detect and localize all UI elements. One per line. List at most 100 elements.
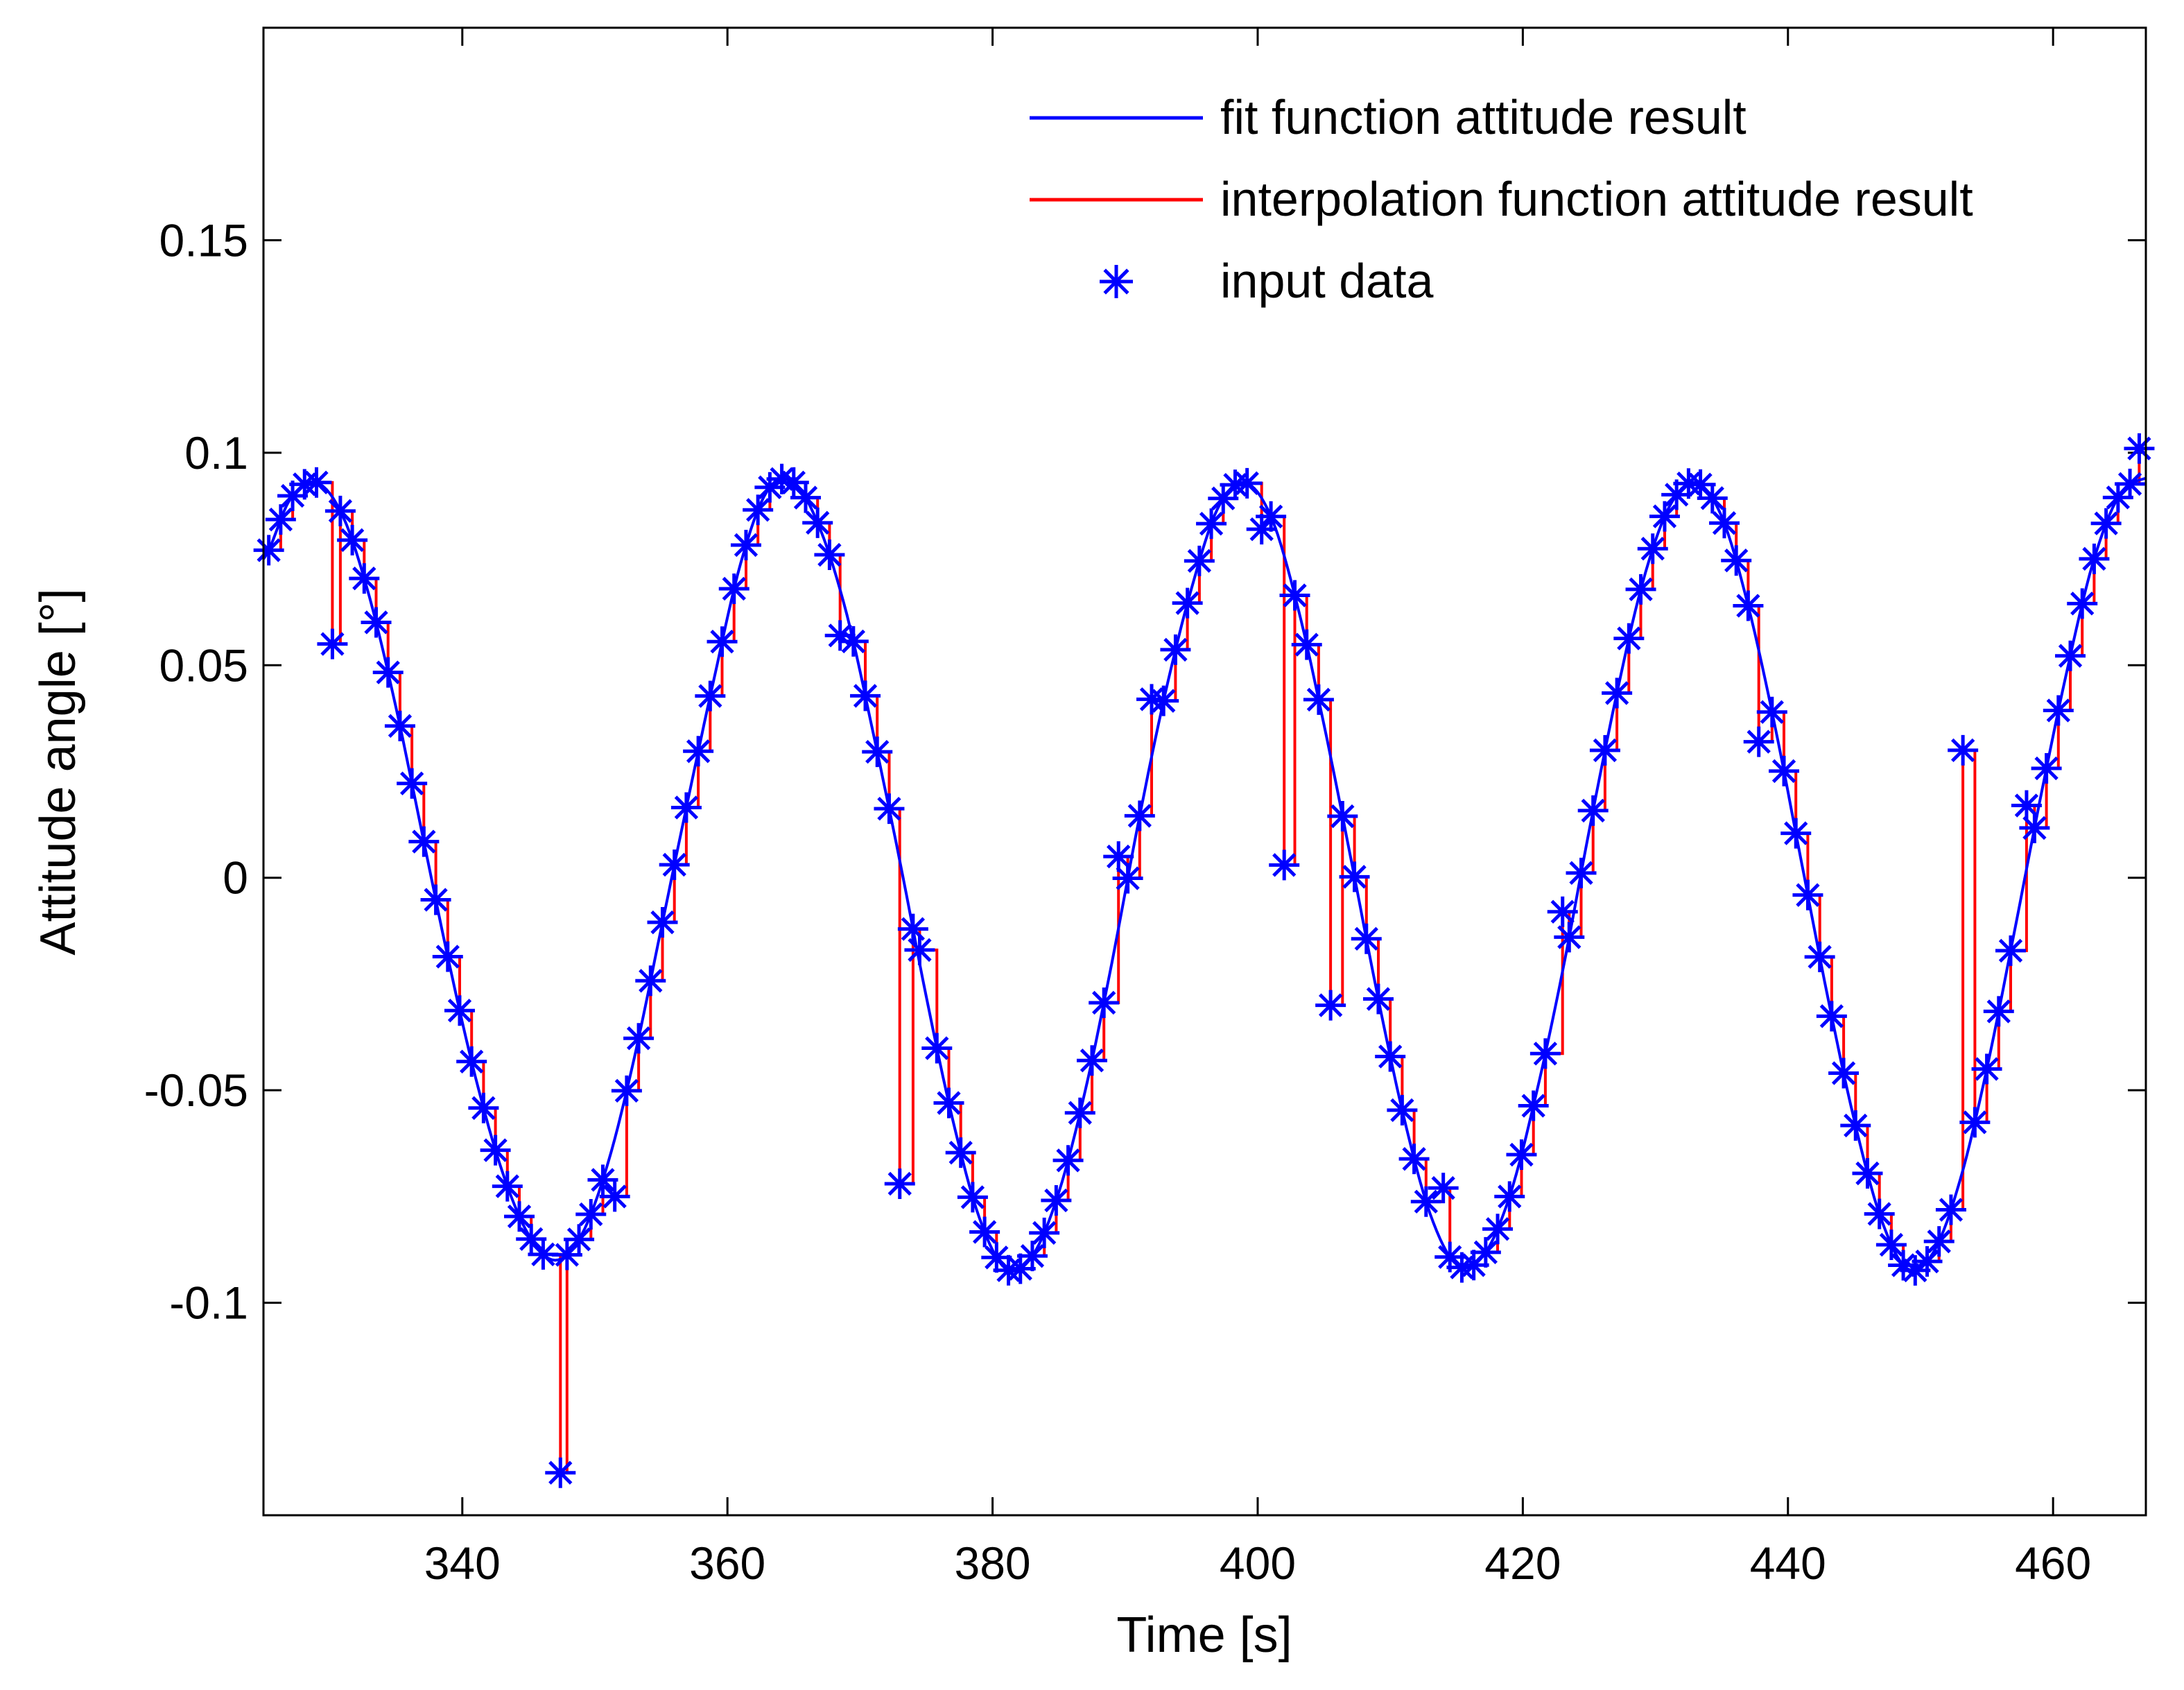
input-data-point [1470,1236,1501,1268]
input-data-point [1231,467,1263,499]
input-data-point [1112,863,1143,894]
input-data-point [2055,640,2086,671]
input-data-point [516,1223,547,1254]
input-data-point [1435,1241,1466,1273]
x-tick-label: 360 [689,1537,765,1589]
input-data-point [2043,695,2074,726]
input-data-point [1721,545,1752,576]
input-data-point [1625,574,1656,605]
input-data-point [1375,1041,1406,1072]
input-data-point [754,472,786,503]
input-data-point [1196,508,1227,540]
y-tick-label: 0.15 [159,214,248,266]
input-data-point [384,710,415,741]
input-data-point [1351,923,1382,954]
input-data-point [1566,857,1597,888]
input-data-point [1315,990,1346,1021]
input-data-point [623,1023,655,1054]
legend-input-marker [1100,265,1133,298]
input-data-point [1172,587,1203,619]
input-data-point [444,995,475,1026]
input-data-point [1983,996,2014,1027]
legend-fit-label: fit function attitude result [1220,90,1747,144]
input-data-point [408,826,440,857]
input-data-point [2031,753,2062,784]
input-data-point [1398,1144,1430,1175]
input-data-point [1756,696,1787,727]
input-data-point [1269,850,1300,881]
input-data-point [1852,1158,1883,1189]
x-tick-label: 380 [955,1537,1031,1589]
input-data-point [824,620,856,651]
input-data-point [1554,922,1585,953]
input-data-point [1482,1214,1514,1245]
input-data-point [921,1033,953,1064]
input-data-point [1279,580,1310,611]
input-data-point [1708,508,1740,539]
input-data-point [2011,790,2042,821]
input-data-point [1428,1173,1459,1204]
input-data-point [1076,1045,1107,1076]
input-data-point [743,494,774,526]
input-data-point [635,965,666,997]
input-data-point [492,1171,523,1202]
input-data-point [730,529,761,560]
input-data-point [1769,755,1800,786]
input-data-point [1923,1226,1955,1257]
input-data-point [1529,1038,1561,1069]
input-data-point [1840,1110,1871,1141]
input-data-point [862,736,893,768]
input-data-point [1410,1186,1441,1217]
input-data-point [1246,514,1277,545]
input-data-point [1256,501,1287,532]
input-data-point [695,680,726,712]
input-data-point [1303,684,1334,715]
input-data-point [802,507,833,538]
input-data-point [349,563,380,594]
input-data-markers [253,433,2155,1488]
input-data-point [545,1457,576,1488]
input-data-point [1029,1217,1060,1248]
input-data-point [551,1239,582,1270]
input-data-point [1148,685,1179,716]
x-tick-labels: 340 360 380 400 420 440 460 [424,1537,2091,1589]
input-data-point [838,626,869,657]
input-data-point [1458,1250,1489,1281]
input-data-point [981,1242,1012,1273]
input-data-point [1948,734,1979,766]
x-tick-label: 460 [2015,1537,2091,1589]
input-data-point [1685,469,1716,500]
input-data-point [1816,1001,1847,1032]
input-data-point [1792,879,1823,911]
input-data-point [1506,1139,1537,1171]
input-data-point [1041,1184,1072,1216]
input-data-point [2090,508,2122,539]
input-data-point [683,736,714,767]
input-data-point [317,628,348,659]
input-data-point [2079,543,2110,574]
input-data-point [659,849,690,880]
input-data-point [253,535,284,566]
input-data-point [528,1239,559,1270]
x-axis-title: Time [s] [1116,1607,1292,1663]
y-tick-labels: -0.1 -0.05 0 0.05 0.1 0.15 [144,214,248,1328]
input-data-point [945,1137,976,1169]
input-data-point [1900,1254,1931,1286]
y-tick-label: 0.1 [184,427,248,478]
input-data-point [1339,861,1370,893]
input-data-point [324,495,356,526]
input-data-point [904,934,935,965]
input-data-point [1649,501,1680,532]
input-data-point [1547,896,1578,927]
input-data-point [372,657,404,688]
input-data-point [1208,483,1239,514]
input-data-point [361,607,392,638]
input-data-point [265,504,296,535]
input-data-point [670,792,702,823]
input-data-point [1743,726,1774,757]
input-data-point [707,626,738,657]
input-data-point [647,907,678,938]
input-data-point [564,1224,595,1255]
